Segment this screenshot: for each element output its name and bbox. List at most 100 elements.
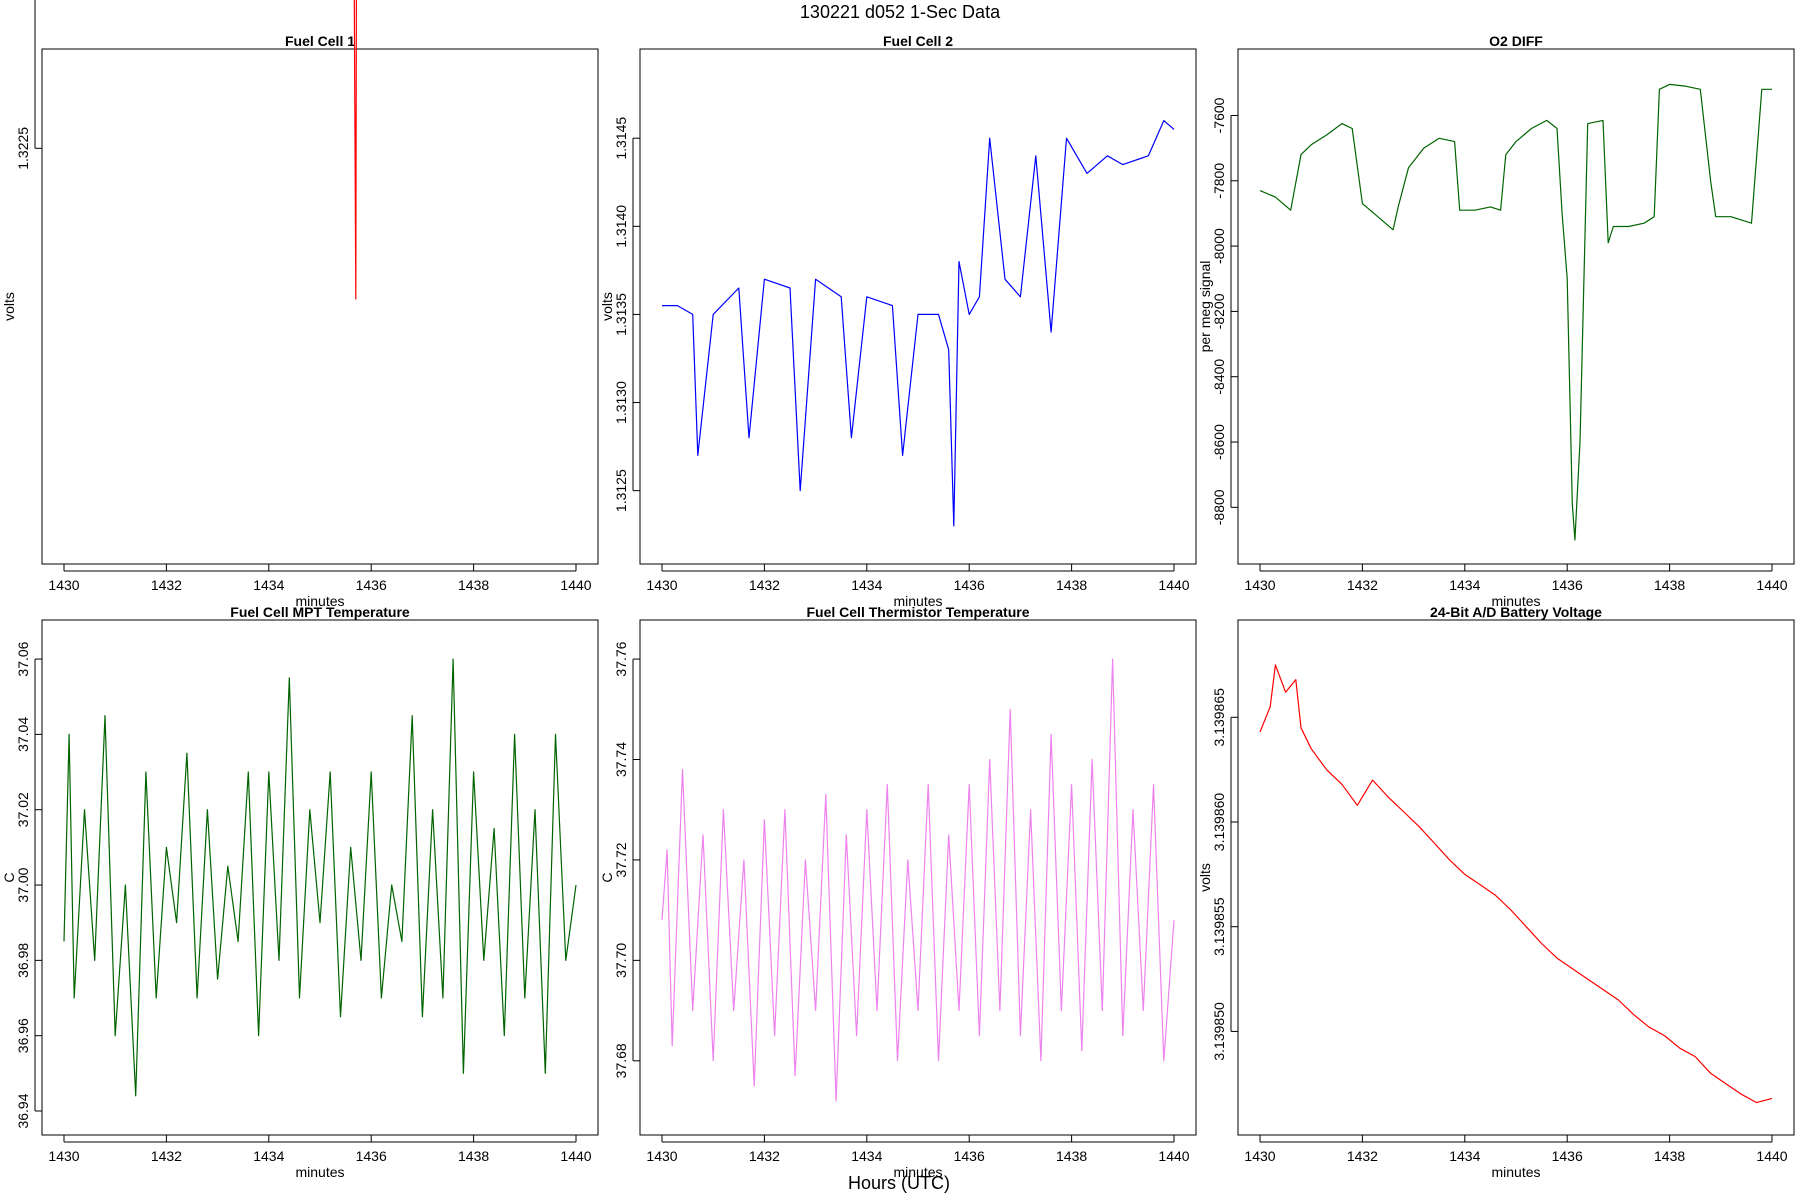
figure-title: 130221 d052 1-Sec Data [800,2,1001,22]
x-tick-label: 1432 [749,577,780,593]
series-line [1259,83,1772,541]
y-tick-label: 1.3225 [15,127,31,170]
x-tick-label: 1430 [646,577,677,593]
x-tick-label: 1436 [954,1148,985,1164]
y-tick-label: 1.3135 [613,293,629,336]
series-line [63,658,577,1097]
panel-title: Fuel Cell Thermistor Temperature [806,604,1029,620]
x-tick-label: 1436 [954,577,985,593]
panel-title: Fuel Cell MPT Temperature [230,604,410,620]
x-tick-label: 1434 [851,1148,882,1164]
y-tick-label: 36.94 [15,1093,31,1128]
y-tick-label: 3.139855 [1211,897,1227,956]
x-axis-label: minutes [295,593,344,609]
x-tick-label: 1438 [1654,577,1685,593]
chart-panel-3: O2 DIFF 1430 1432 1434 1436 1438 1440 minutes -8… [1197,33,1795,609]
x-tick-label: 1440 [1158,577,1189,593]
y-axis-label: C [1,872,17,882]
x-tick-label: 1434 [1449,577,1480,593]
y-tick-label: 3.139850 [1211,1002,1227,1061]
x-tick-label: 1440 [1756,577,1787,593]
x-tick-label: 1436 [1552,1148,1583,1164]
x-tick-label: 1438 [458,577,489,593]
plot-frame [639,619,1197,1136]
y-tick-label: 37.06 [15,641,31,676]
chart-panel-5: Fuel Cell Thermistor Temperature 1430 1432… [599,604,1197,1180]
x-tick-label: 1430 [48,1148,79,1164]
x-tick-label: 1432 [1347,577,1378,593]
x-tick-label: 1432 [749,1148,780,1164]
x-tick-label: 1434 [851,577,882,593]
x-tick-label: 1430 [1244,577,1275,593]
y-axis-label: per meg signal [1197,261,1213,353]
x-tick-label: 1440 [560,1148,591,1164]
plot-frame [41,619,599,1136]
plot-frame [639,48,1197,565]
y-tick-label: 3.139865 [1211,688,1227,747]
x-tick-label: 1434 [253,1148,284,1164]
y-tick-label: -7600 [1211,97,1227,133]
y-tick-label: 37.76 [613,641,629,676]
series-line [661,658,1175,1102]
y-tick-label: 1.3125 [613,469,629,512]
x-tick-label: 1440 [560,577,591,593]
x-tick-label: 1436 [1552,577,1583,593]
y-tick-label: 37.68 [613,1043,629,1078]
plot-frame [1237,619,1795,1136]
plot-frame [41,48,599,565]
y-tick-label: -8200 [1211,293,1227,329]
chart-panel-6: 24-Bit A/D Battery Voltage 1430 1432 1434 14… [1197,604,1795,1180]
x-tick-label: 1438 [1654,1148,1685,1164]
x-tick-label: 1438 [1056,1148,1087,1164]
x-axis-label: minutes [893,593,942,609]
y-tick-label: -8600 [1211,424,1227,460]
x-tick-label: 1434 [253,577,284,593]
panel-title: Fuel Cell 1 [285,33,355,49]
x-tick-label: 1436 [356,1148,387,1164]
y-tick-label: 37.70 [613,943,629,978]
x-tick-label: 1432 [151,577,182,593]
x-tick-label: 1434 [1449,1148,1480,1164]
y-tick-label: -8400 [1211,359,1227,395]
x-tick-label: 1430 [646,1148,677,1164]
panel-title: 24-Bit A/D Battery Voltage [1430,604,1602,620]
y-tick-label: 36.96 [15,1018,31,1053]
x-tick-label: 1430 [1244,1148,1275,1164]
x-tick-label: 1438 [1056,577,1087,593]
y-tick-label: 37.00 [15,867,31,902]
y-tick-label: 1.3145 [613,117,629,160]
series-line [662,119,1175,527]
y-axis-label: volts [1197,863,1213,892]
chart-panel-2: Fuel Cell 2 1430 1432 1434 1436 1438 1440 minut… [599,33,1197,609]
x-tick-label: 1440 [1158,1148,1189,1164]
x-axis-label: minutes [1491,593,1540,609]
y-axis-label: volts [599,292,615,321]
y-tick-label: 37.04 [15,717,31,752]
x-tick-label: 1432 [1347,1148,1378,1164]
x-axis-label: minutes [893,1164,942,1180]
chart-panel-4: Fuel Cell MPT Temperature 1430 1432 1434 143… [1,604,599,1180]
chart-panel-1: Fuel Cell 1 1430 1432 1434 1436 1438 1440 minut… [1,0,599,609]
y-tick-label: 3.139860 [1211,793,1227,852]
y-axis-label: volts [1,292,17,321]
x-axis-label: minutes [295,1164,344,1180]
y-axis-label: C [599,872,615,882]
x-tick-label: 1430 [48,577,79,593]
y-tick-label: -8000 [1211,228,1227,264]
x-tick-label: 1438 [458,1148,489,1164]
series-line [1259,664,1773,1104]
x-tick-label: 1440 [1756,1148,1787,1164]
y-tick-label: 36.98 [15,943,31,978]
x-tick-label: 1432 [151,1148,182,1164]
y-tick-label: 37.74 [613,742,629,777]
y-tick-label: -7800 [1211,163,1227,199]
panel-title: Fuel Cell 2 [883,33,953,49]
y-tick-label: 37.72 [613,842,629,877]
y-tick-label: -8800 [1211,489,1227,525]
y-tick-label: 1.3130 [613,381,629,424]
y-tick-label: 37.02 [15,792,31,827]
x-tick-label: 1436 [356,577,387,593]
x-axis-label: minutes [1491,1164,1540,1180]
